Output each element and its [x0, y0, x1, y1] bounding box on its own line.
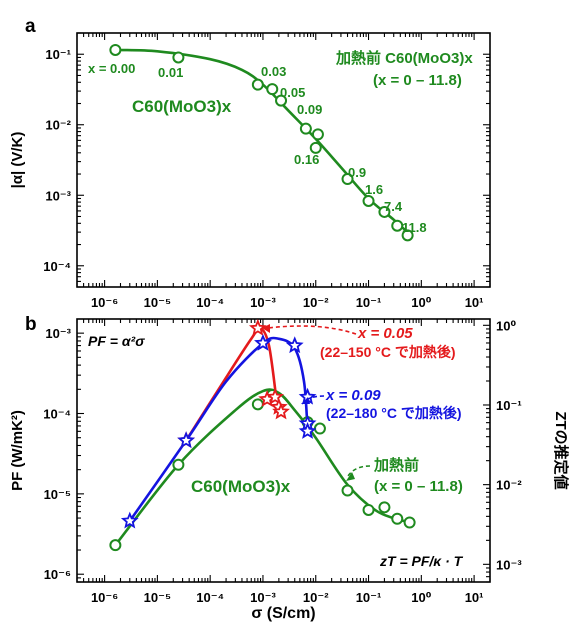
arrow-head-blue — [301, 397, 310, 404]
data-point — [251, 78, 264, 91]
data-star — [120, 511, 139, 529]
point-label: 0.01 — [158, 65, 183, 80]
y-tick-label: 10⁻⁴ — [43, 259, 71, 274]
y2-tick-label: 10⁻³ — [496, 557, 522, 572]
data-point — [362, 194, 375, 207]
data-star — [285, 336, 304, 354]
data-star — [298, 421, 317, 439]
data-point — [309, 141, 322, 154]
point-label: x = 0.00 — [88, 61, 135, 76]
data-point — [378, 205, 391, 218]
point-label: 0.05 — [280, 85, 305, 100]
data-point — [266, 83, 279, 96]
y-tick-label: 10⁻⁶ — [44, 567, 71, 582]
data-star — [248, 318, 267, 336]
y2-tick-label: 10⁻¹ — [496, 398, 522, 413]
y-axis-label: |α| (V/K) — [9, 132, 26, 189]
series-name-blue: x = 0.09 — [325, 387, 381, 404]
y-axis-label: PF (W/mK²) — [9, 410, 26, 491]
y-tick-label: 10⁻⁴ — [43, 407, 71, 422]
point-label: 7.4 — [384, 199, 403, 214]
y-tick-label: 10⁻¹ — [45, 47, 71, 62]
y-tick-label: 10⁻³ — [45, 188, 71, 203]
y2-tick-label: 10⁰ — [496, 318, 516, 333]
data-point — [275, 94, 288, 107]
pf-formula: PF = α²σ — [88, 333, 145, 349]
y-tick-label: 10⁻³ — [45, 326, 71, 341]
x-tick-label: 10⁻⁶ — [91, 590, 118, 605]
panel-b: 10⁻⁶ 10⁻⁵ 10⁻⁴ 10⁻³ 10⁻² 10⁻¹ 10⁰ 10¹ 10⁻³ 10⁻⁴ 10… — [9, 314, 570, 622]
data-point — [311, 128, 324, 141]
point-label: 11.8 — [402, 220, 427, 235]
x-tick-label: 10⁻⁵ — [144, 295, 171, 310]
x-tick-label: 10⁻⁶ — [91, 295, 118, 310]
y2-tick-label: 10⁻² — [496, 478, 522, 493]
x-tick-label: 10⁰ — [411, 295, 431, 310]
data-point — [362, 503, 375, 516]
series-name-green: 加熱前 — [373, 456, 419, 474]
compound-label: C60(MoO3)x — [132, 97, 232, 116]
x-tick-label: 10⁻¹ — [356, 295, 382, 310]
data-point — [378, 501, 391, 514]
data-point — [341, 173, 354, 186]
panel-label-a: a — [25, 16, 36, 37]
data-point — [391, 219, 404, 232]
point-label: 0.9 — [348, 165, 366, 180]
data-point — [109, 539, 122, 552]
arrow-blue — [303, 395, 325, 403]
fit-curve — [115, 48, 411, 236]
x-tick-label: 10⁻³ — [250, 590, 276, 605]
point-label: 0.03 — [261, 64, 286, 79]
x-tick-label: 10⁻⁴ — [196, 295, 224, 310]
data-point — [172, 458, 185, 471]
x-tick-label: 10⁻² — [303, 590, 329, 605]
series-curve — [114, 388, 411, 546]
data-point — [251, 398, 264, 411]
data-star — [177, 431, 195, 449]
series-name: 加熱前 C60(MoO3)x — [335, 49, 473, 67]
series-range-red: (22–150 °C で加熱後) — [320, 344, 456, 360]
data-point — [401, 229, 414, 242]
plot-frame — [76, 32, 491, 288]
point-label: 0.16 — [294, 152, 319, 167]
panel-label-b: b — [25, 314, 37, 335]
arrow-head-red — [262, 324, 270, 333]
data-point — [391, 512, 404, 525]
data-point — [341, 484, 354, 497]
x-tick-label: 10⁻² — [303, 295, 329, 310]
point-label: 1.6 — [365, 182, 383, 197]
y2-axis-label: ZTの推定値 — [552, 411, 570, 489]
arrow-green — [347, 465, 371, 477]
plot-frame — [76, 318, 491, 583]
x-tick-label: 10⁻⁴ — [196, 590, 224, 605]
data-star — [272, 402, 290, 420]
data-point — [172, 51, 185, 64]
x-tick-label: 10⁻³ — [250, 295, 276, 310]
data-point — [403, 516, 416, 529]
y-tick-label: 10⁻² — [45, 118, 71, 133]
series-range-blue: (22–180 °C で加熱後) — [326, 405, 462, 421]
arrow-red — [267, 325, 357, 335]
series-range-green: (x = 0 – 11.8) — [374, 478, 463, 495]
series-range: (x = 0 – 11.8) — [373, 72, 462, 89]
series-name-red: x = 0.05 — [357, 325, 413, 342]
compound-label: C60(MoO3)x — [191, 477, 291, 496]
data-point — [313, 422, 326, 435]
zt-formula: zT = PF/κ · T — [379, 553, 464, 569]
x-tick-label: 10⁻⁵ — [144, 590, 171, 605]
arrow-head-green — [346, 472, 355, 481]
data-point — [299, 122, 312, 135]
data-star — [254, 333, 272, 351]
panel-a: 10⁻⁶ 10⁻⁵ 10⁻⁴ 10⁻³ 10⁻² 10⁻¹ 10⁰ 10¹ 10⁻¹ 10⁻² 10… — [9, 16, 491, 310]
data-point — [109, 43, 122, 56]
x-axis-label: σ (S/cm) — [251, 605, 315, 622]
x-tick-label: 10¹ — [465, 590, 484, 605]
x-tick-label: 10⁻¹ — [356, 590, 382, 605]
x-tick-label: 10¹ — [465, 295, 484, 310]
point-label: 0.09 — [297, 102, 322, 117]
y-tick-label: 10⁻⁵ — [44, 487, 71, 502]
x-tick-label: 10⁰ — [411, 590, 431, 605]
